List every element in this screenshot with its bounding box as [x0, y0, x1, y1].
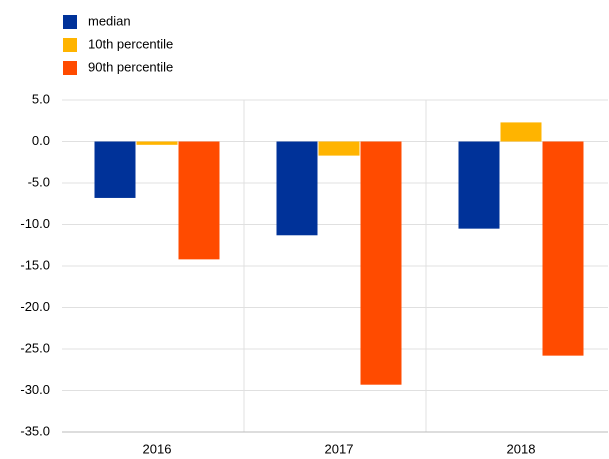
legend-label: median [88, 13, 131, 28]
y-tick-label: -5.0 [28, 174, 50, 189]
y-tick-label: -15.0 [20, 257, 50, 272]
x-tick-label: 2018 [507, 441, 536, 456]
y-tick-label: 0.0 [32, 133, 50, 148]
bar [276, 141, 318, 236]
legend-swatch [63, 15, 77, 29]
legend-swatch [63, 61, 77, 75]
y-tick-label: -30.0 [20, 382, 50, 397]
bar [94, 141, 136, 198]
bar [542, 141, 584, 356]
x-tick-label: 2017 [325, 441, 354, 456]
legend-swatch [63, 38, 77, 52]
legend-label: 10th percentile [88, 36, 173, 51]
bar [500, 122, 542, 142]
bar [318, 141, 360, 156]
y-tick-label: 5.0 [32, 91, 50, 106]
bar [178, 141, 220, 260]
y-tick-label: -35.0 [20, 423, 50, 438]
bar [136, 141, 178, 145]
y-tick-label: -25.0 [20, 340, 50, 355]
legend-label: 90th percentile [88, 59, 173, 74]
bar [458, 141, 500, 229]
y-tick-label: -20.0 [20, 299, 50, 314]
bar [360, 141, 402, 385]
x-tick-label: 2016 [143, 441, 172, 456]
y-tick-label: -10.0 [20, 216, 50, 231]
